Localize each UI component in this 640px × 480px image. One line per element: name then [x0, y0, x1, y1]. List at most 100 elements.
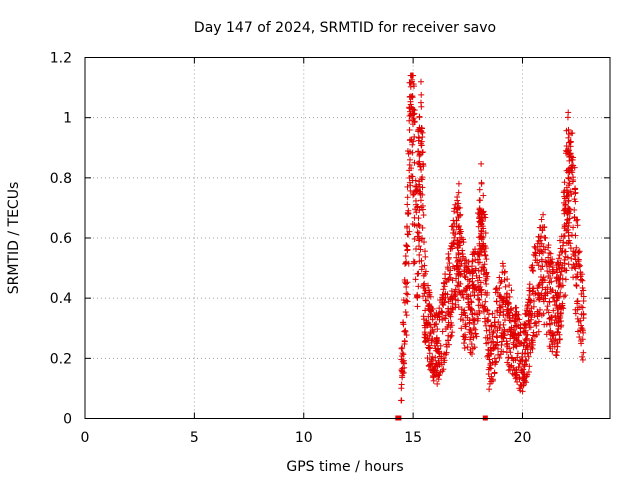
- data-point: [426, 342, 433, 349]
- data-point: [462, 287, 469, 294]
- data-point: [454, 209, 461, 216]
- data-point: [454, 282, 461, 289]
- data-point: [571, 206, 578, 213]
- data-point: [451, 241, 458, 248]
- data-point: [403, 297, 410, 304]
- data-point: [452, 296, 459, 303]
- data-point: [553, 262, 560, 269]
- data-point: [542, 246, 549, 253]
- data-point: [498, 332, 505, 339]
- data-point: [455, 214, 462, 221]
- data-point: [404, 183, 411, 190]
- data-point: [433, 339, 440, 346]
- data-point: [574, 222, 581, 229]
- data-point: [458, 325, 465, 332]
- data-point: [449, 300, 456, 307]
- data-point: [482, 277, 489, 284]
- data-point: [466, 317, 473, 324]
- data-point: [411, 159, 418, 166]
- data-point: [561, 265, 568, 272]
- data-point: [419, 149, 426, 156]
- x-tick-label: 0: [81, 430, 90, 446]
- data-point: [488, 339, 495, 346]
- data-point: [404, 201, 411, 208]
- data-point: [418, 128, 425, 135]
- data-series-srmtid: [395, 72, 587, 421]
- data-point: [525, 353, 532, 360]
- data-point: [453, 223, 460, 230]
- data-point: [480, 271, 487, 278]
- data-point: [400, 321, 407, 328]
- data-point: [572, 274, 579, 281]
- data-point: [414, 294, 421, 301]
- data-point: [520, 382, 527, 389]
- data-point: [450, 226, 457, 233]
- data-point: [508, 287, 515, 294]
- data-point: [405, 231, 412, 238]
- data-point: [547, 335, 554, 342]
- data-point: [514, 354, 521, 361]
- data-point: [577, 269, 584, 276]
- data-point: [578, 311, 585, 318]
- data-point: [431, 321, 438, 328]
- data-point: [515, 311, 522, 318]
- data-point: [417, 246, 424, 253]
- data-point: [429, 353, 436, 360]
- data-point: [448, 322, 455, 329]
- data-point: [580, 315, 587, 322]
- data-point: [416, 207, 423, 214]
- data-point: [408, 136, 415, 143]
- data-point: [523, 335, 530, 342]
- data-point: [415, 270, 422, 277]
- data-point: [419, 263, 426, 270]
- data-point: [404, 194, 411, 201]
- data-point: [452, 286, 459, 293]
- data-point: [418, 175, 425, 182]
- data-point: [462, 323, 469, 330]
- data-point: [568, 130, 575, 137]
- data-point: [555, 329, 562, 336]
- data-point: [406, 148, 413, 155]
- data-point: [566, 157, 573, 164]
- data-point: [544, 268, 551, 275]
- data-point: [529, 267, 536, 274]
- data-point: [458, 260, 465, 267]
- data-point: [512, 342, 519, 349]
- data-point: [403, 290, 410, 297]
- data-point: [445, 309, 452, 316]
- data-point: [538, 279, 545, 286]
- data-point: [532, 249, 539, 256]
- data-point: [518, 353, 525, 360]
- data-point: [407, 187, 414, 194]
- data-point: [557, 323, 564, 330]
- data-point: [515, 331, 522, 338]
- data-point: [495, 345, 502, 352]
- data-point: [535, 291, 542, 298]
- data-point: [476, 248, 483, 255]
- data-point: [468, 330, 475, 337]
- data-point: [499, 338, 506, 345]
- data-point: [418, 166, 425, 173]
- data-point: [574, 271, 581, 278]
- x-tick-label: 20: [514, 430, 532, 446]
- data-point: [409, 111, 416, 118]
- data-point: [574, 216, 581, 223]
- data-point: [565, 229, 572, 236]
- data-point: [452, 231, 459, 238]
- data-point: [411, 214, 418, 221]
- data-point: [531, 251, 538, 258]
- data-point: [494, 289, 501, 296]
- data-point: [433, 309, 440, 316]
- data-point: [476, 206, 483, 213]
- data-point: [457, 228, 464, 235]
- data-point: [425, 287, 432, 294]
- data-point: [472, 267, 479, 274]
- data-point: [479, 243, 486, 250]
- data-point: [414, 303, 421, 310]
- data-point: [465, 263, 472, 270]
- data-point: [509, 370, 516, 377]
- data-point: [579, 356, 586, 363]
- data-point: [568, 255, 575, 262]
- data-point: [432, 321, 439, 328]
- data-point: [559, 275, 566, 282]
